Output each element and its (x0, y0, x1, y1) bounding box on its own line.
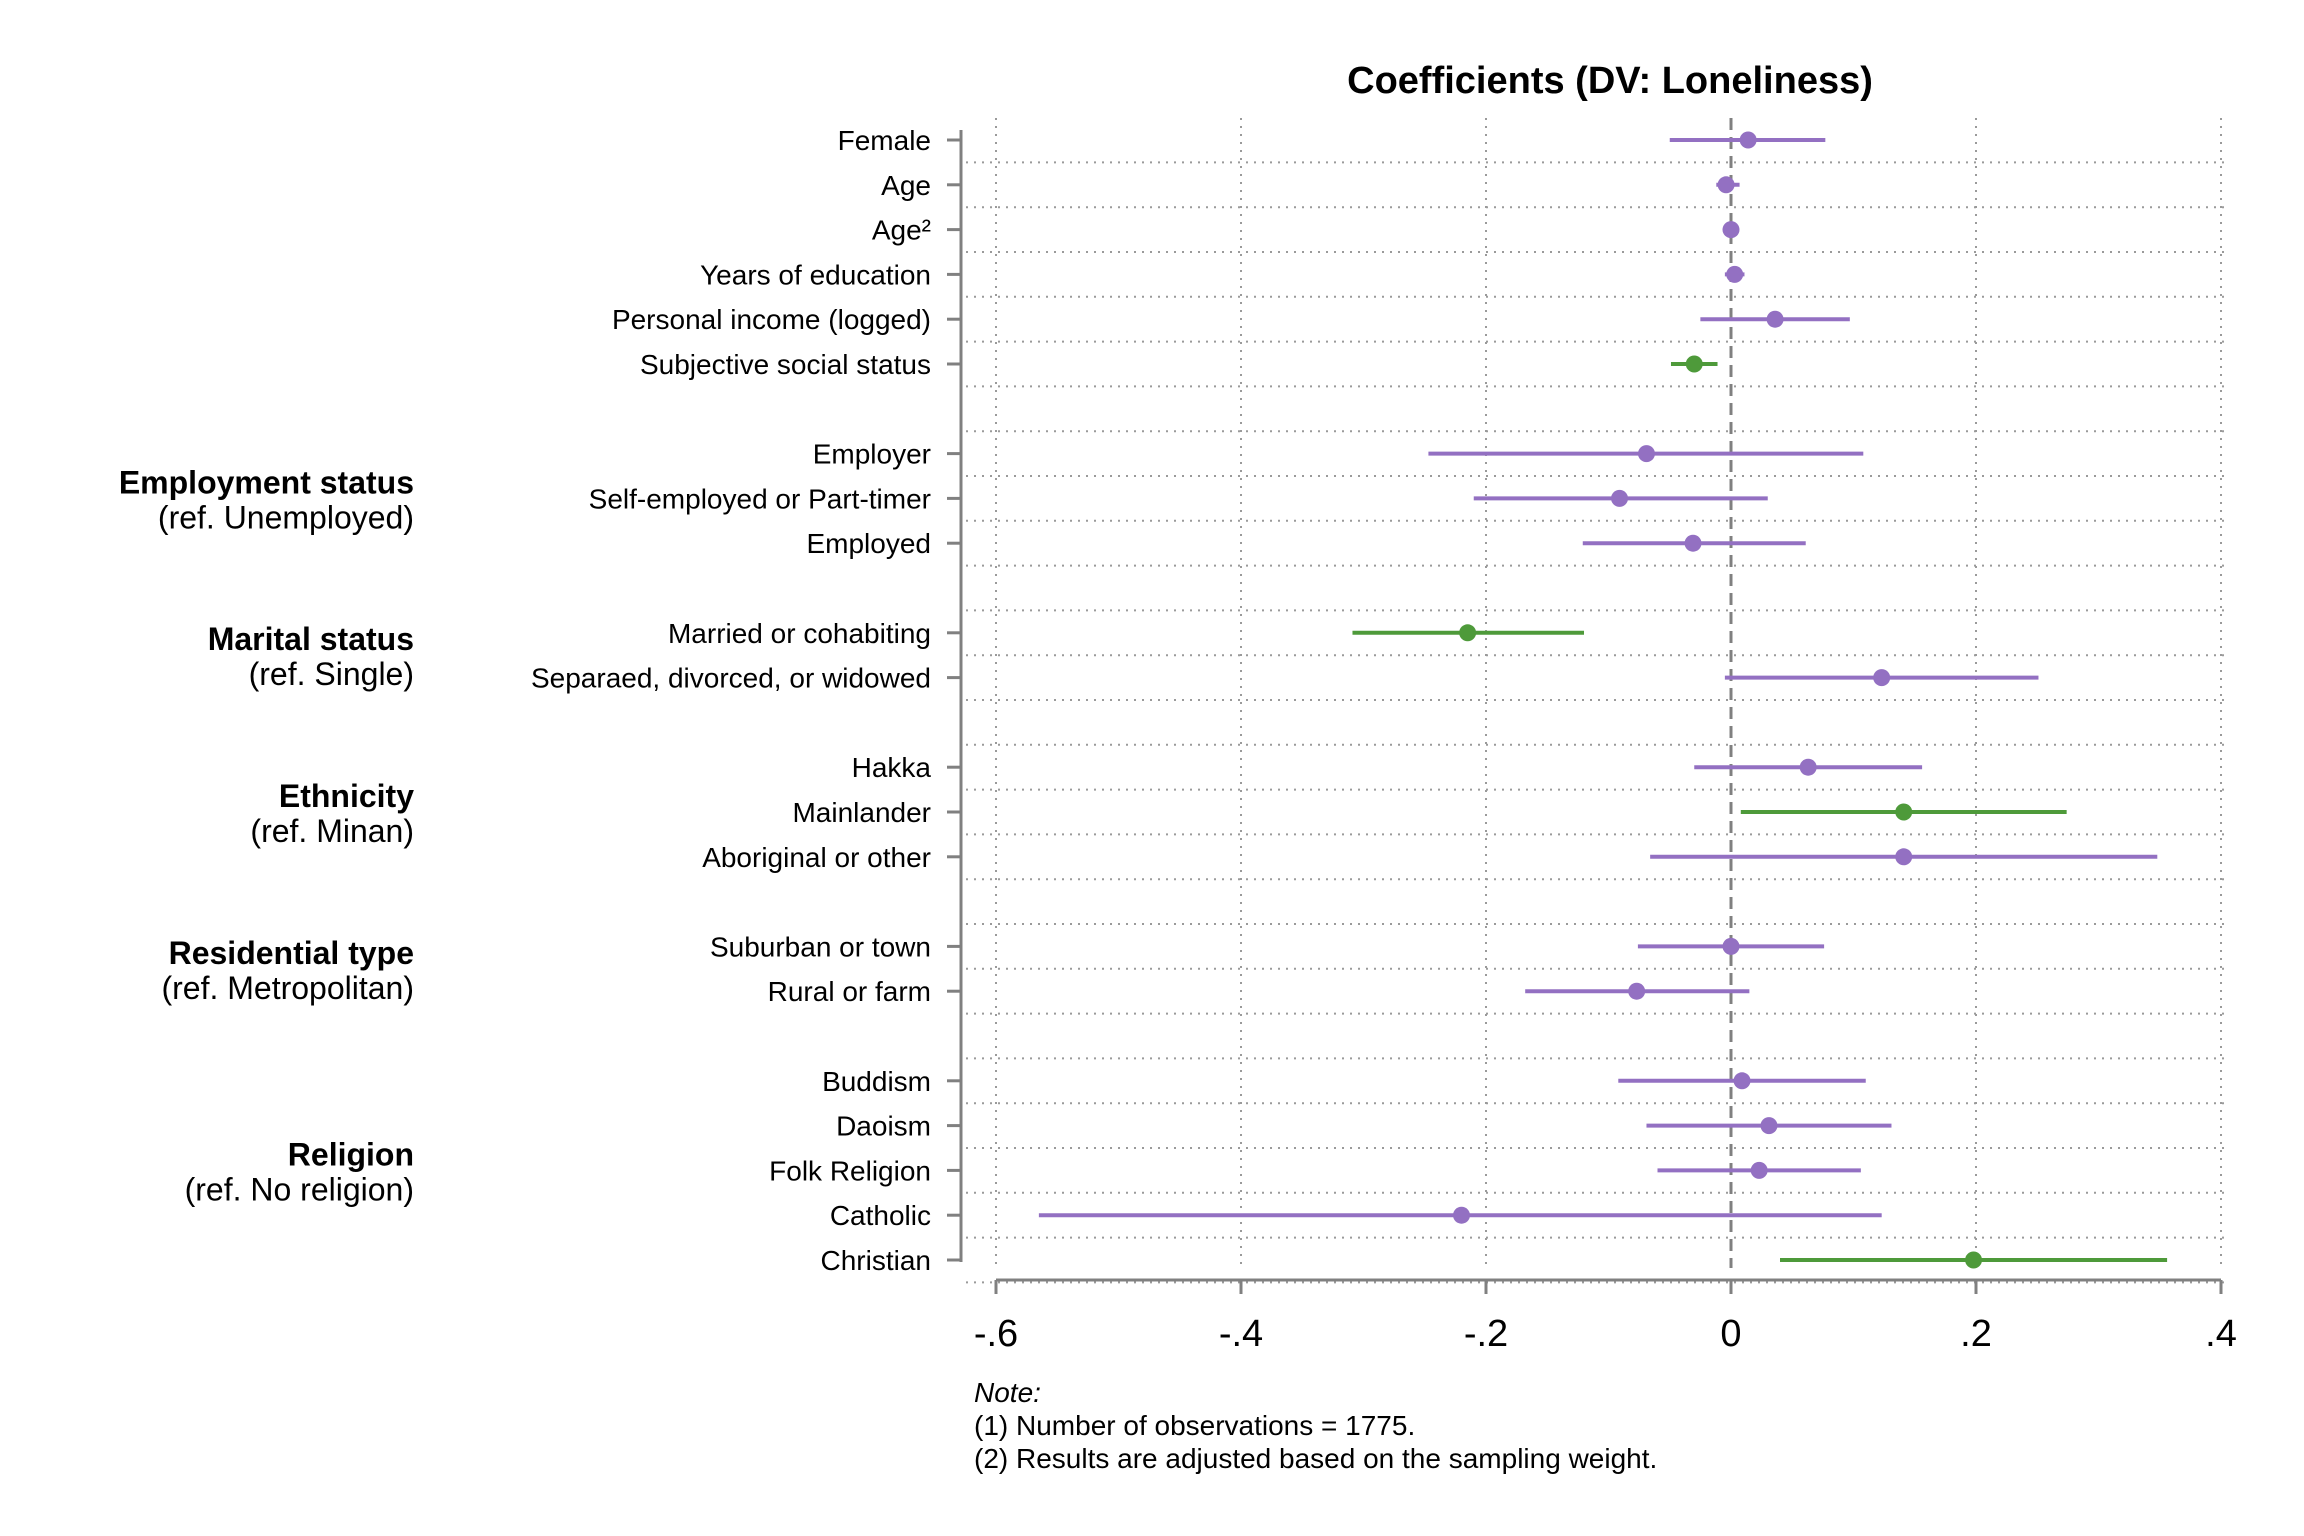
row-label: Employer (813, 439, 931, 470)
row-label: Daoism (836, 1111, 931, 1142)
row-label: Married or cohabiting (668, 618, 931, 649)
coefficient-point (1717, 176, 1735, 194)
row-label: Personal income (logged) (612, 304, 931, 335)
chart-title: Coefficients (DV: Loneliness) (1347, 60, 1873, 102)
group-reference: (ref. No religion) (185, 1171, 414, 1207)
row-label: Folk Religion (769, 1155, 931, 1186)
group-title: Ethnicity (279, 778, 414, 814)
coefficient-point (1459, 624, 1477, 642)
coefficient-marks (1038, 131, 2168, 1269)
coefficient-point (1965, 1251, 1983, 1269)
group-reference: (ref. Minan) (250, 813, 414, 849)
x-tick-label: -.4 (1219, 1313, 1263, 1355)
row-label: Years of education (700, 259, 931, 290)
row-label: Employed (806, 528, 931, 559)
x-tick-label: .2 (1960, 1313, 1992, 1355)
row-label: Christian (821, 1245, 931, 1276)
note-line-1: (1) Number of observations = 1775. (974, 1410, 1416, 1441)
coefficient-point (1637, 445, 1655, 463)
coefficient-point (1895, 848, 1913, 866)
row-label: Suburban or town (710, 931, 931, 962)
row-label: Separaed, divorced, or widowed (531, 663, 931, 694)
chart-note: Note: (1) Number of observations = 1775.… (974, 1376, 1657, 1475)
row-label: Rural or farm (768, 976, 931, 1007)
note-heading: Note: (974, 1377, 1041, 1408)
x-tick-label: .4 (2205, 1313, 2237, 1355)
row-label: Age² (872, 215, 931, 246)
coefficient-point (1739, 131, 1757, 149)
axes: -.6 -.4 -.2 0 .2 .4 (947, 130, 2237, 1355)
group-reference: (ref. Single) (249, 656, 414, 692)
coefficient-point (1750, 1161, 1768, 1179)
coefficient-point (1722, 221, 1740, 239)
row-label: Self-employed or Part-timer (589, 483, 931, 514)
row-label: Aboriginal or other (702, 842, 931, 873)
group-reference: (ref. Unemployed) (158, 499, 414, 535)
row-labels: Female Age Age² Years of education Personal … (531, 125, 931, 1276)
row-label: Female (838, 125, 931, 156)
x-tick-label: -.6 (974, 1313, 1018, 1355)
coefficient-point (1611, 489, 1629, 507)
row-label: Hakka (852, 752, 932, 783)
row-label: Buddism (822, 1066, 931, 1097)
coefficient-point (1684, 534, 1702, 552)
group-title: Religion (288, 1136, 414, 1172)
row-label: Age (881, 170, 931, 201)
group-title: Residential type (169, 935, 414, 971)
coefficient-point (1895, 803, 1913, 821)
coefficient-point (1873, 669, 1891, 687)
coefficient-point (1628, 982, 1646, 1000)
group-title: Marital status (208, 621, 414, 657)
note-line-2: (2) Results are adjusted based on the sa… (974, 1443, 1658, 1474)
coefficient-point (1799, 758, 1817, 776)
group-title: Employment status (119, 464, 414, 500)
coefficient-point (1766, 310, 1784, 328)
group-labels: Employment status(ref. Unemployed) Marita… (119, 464, 414, 1207)
grid-lines (966, 118, 2227, 1284)
coefficient-point (1722, 937, 1740, 955)
row-label: Subjective social status (640, 349, 931, 380)
x-tick-label: 0 (1720, 1313, 1741, 1355)
coefficient-point (1760, 1117, 1778, 1135)
coefficient-point (1726, 265, 1744, 283)
coefficient-point (1453, 1206, 1470, 1224)
row-label: Catholic (830, 1200, 931, 1231)
coefficient-point (1685, 355, 1703, 373)
group-reference: (ref. Metropolitan) (161, 970, 414, 1006)
row-label: Mainlander (792, 797, 931, 828)
x-tick-label: -.2 (1464, 1313, 1508, 1355)
coefficient-point (1733, 1072, 1751, 1090)
